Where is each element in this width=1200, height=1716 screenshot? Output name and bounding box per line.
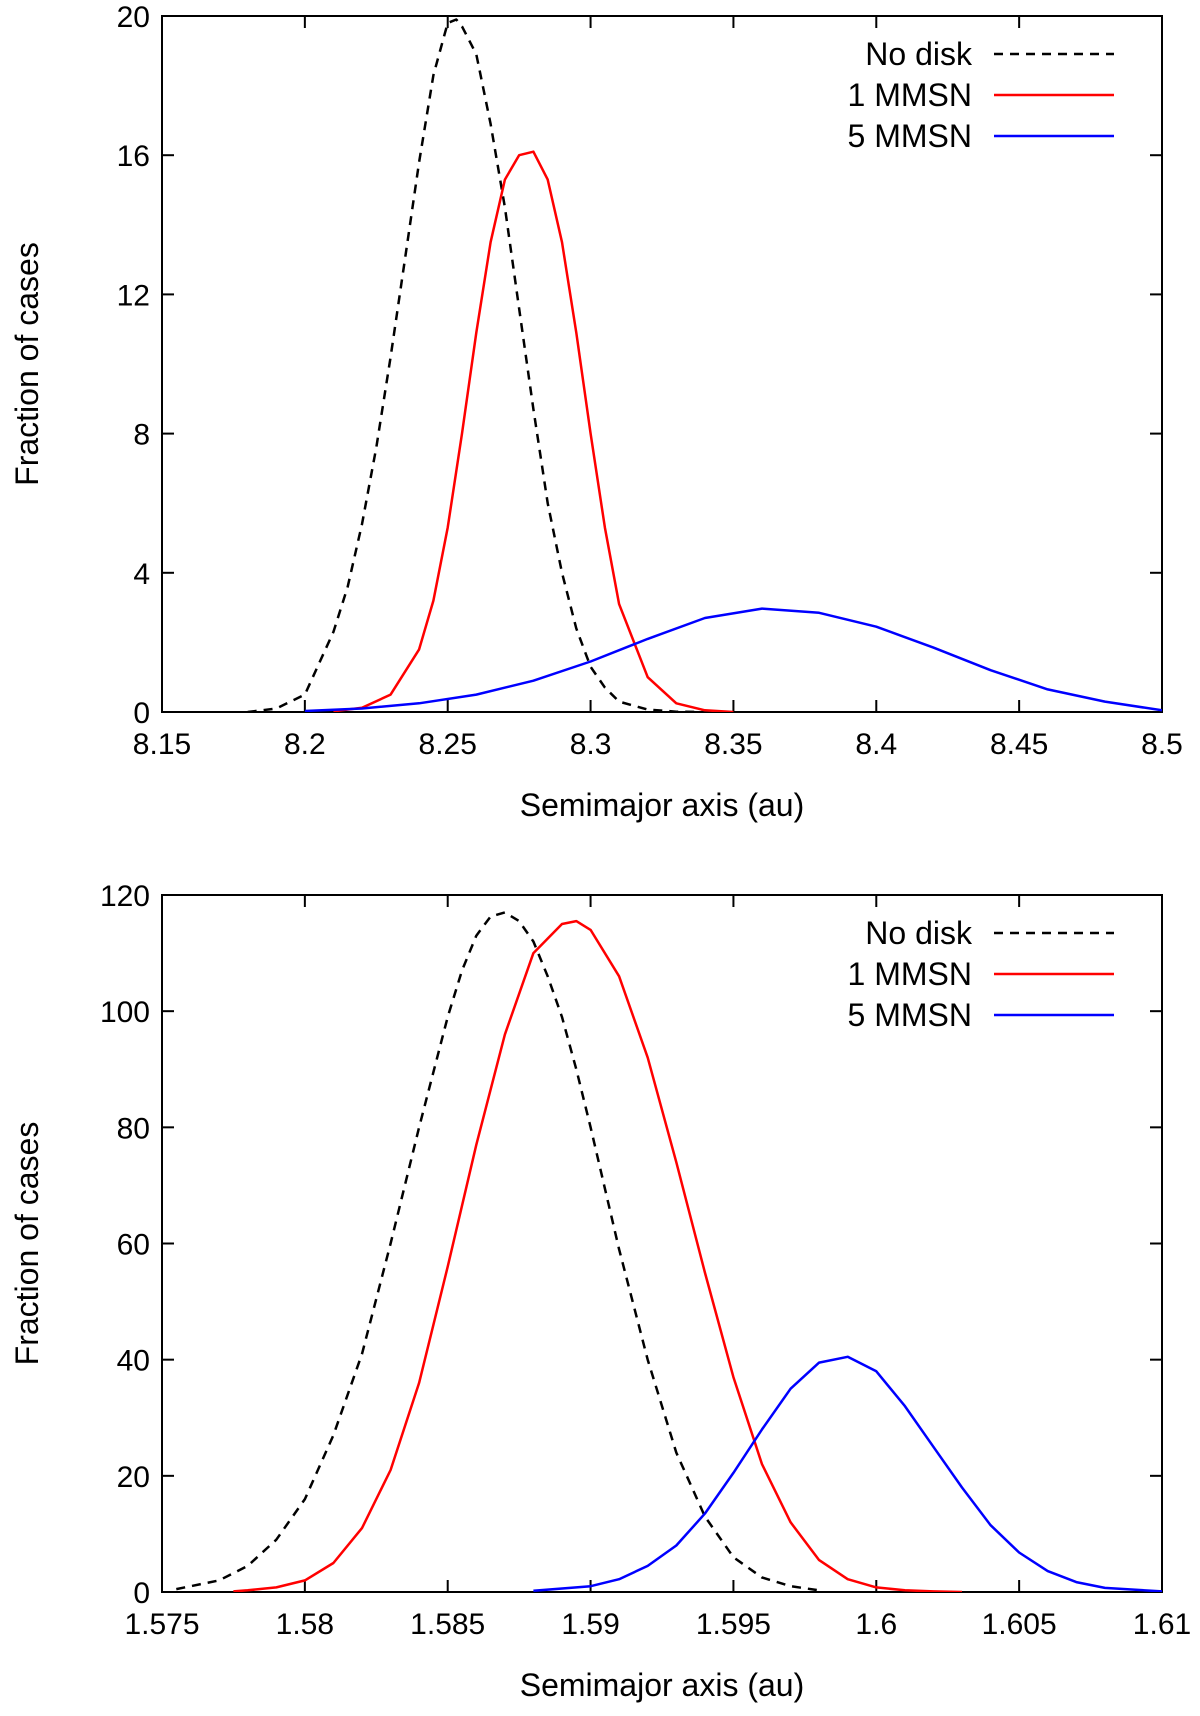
y-tick-label: 8 [133,419,150,452]
y-tick-label: 12 [117,279,150,312]
y-tick-label: 60 [117,1229,150,1262]
legend-label: No disk [865,915,973,951]
x-tick-label: 1.605 [982,1608,1057,1641]
series-line-no-disk [176,911,820,1592]
legend: No disk 1 MMSN 5 MMSN [848,915,1114,1033]
x-tick-label: 8.35 [704,728,762,761]
chart-panel-2: 1.575 1.58 1.585 1.59 1.595 1.6 1.605 1.61 0 20 40… [9,880,1191,1703]
x-tick-label: 8.15 [133,728,191,761]
plot-frame [161,894,1163,1593]
x-axis-title: Semimajor axis (au) [520,787,805,823]
series-line-5-mmsn [304,607,1162,712]
legend-label: 1 MMSN [848,956,972,992]
series-line-1-mmsn [233,919,963,1592]
x-tick-label: 1.6 [855,1608,897,1641]
y-tick-label: 4 [133,558,150,591]
legend-label: 5 MMSN [848,118,972,154]
chart-panel-1: 8.15 8.2 8.25 8.3 8.35 8.4 8.45 8.5 0 4 8 12 16 20 Sem… [9,1,1183,823]
y-tick-label: 20 [117,1,150,34]
y-tick-label: 100 [100,996,150,1029]
y-axis-title: Fraction of cases [9,242,45,486]
x-tick-label: 8.4 [855,728,897,761]
x-tick-label: 1.595 [696,1608,771,1641]
legend-label: 1 MMSN [848,77,972,113]
x-tick-label: 1.58 [276,1608,334,1641]
plot-frame [161,15,1163,713]
x-tick-label: 1.61 [1133,1608,1191,1641]
x-tick-label: 8.45 [990,728,1048,761]
y-tick-label: 40 [117,1345,150,1378]
y-tick-label: 20 [117,1461,150,1494]
series-line-1-mmsn [333,150,734,712]
legend: No disk 1 MMSN 5 MMSN [848,36,1114,154]
series-line-5-mmsn [533,1355,1162,1592]
x-tick-label: 8.5 [1141,728,1183,761]
y-tick-label: 0 [133,697,150,730]
x-axis-title: Semimajor axis (au) [520,1667,805,1703]
x-tick-label: 8.2 [284,728,326,761]
legend-label: 5 MMSN [848,997,972,1033]
y-tick-label: 16 [117,140,150,173]
y-tick-label: 120 [100,880,150,913]
series-line-no-disk [247,18,705,712]
x-tick-label: 8.3 [570,728,612,761]
y-tick-label: 0 [133,1577,150,1610]
legend-label: No disk [865,36,973,72]
x-tick-label: 1.585 [410,1608,485,1641]
x-tick-label: 1.575 [124,1608,199,1641]
y-axis-title: Fraction of cases [9,1122,45,1366]
x-tick-label: 8.25 [419,728,477,761]
x-tick-label: 1.59 [561,1608,619,1641]
y-tick-label: 80 [117,1112,150,1145]
